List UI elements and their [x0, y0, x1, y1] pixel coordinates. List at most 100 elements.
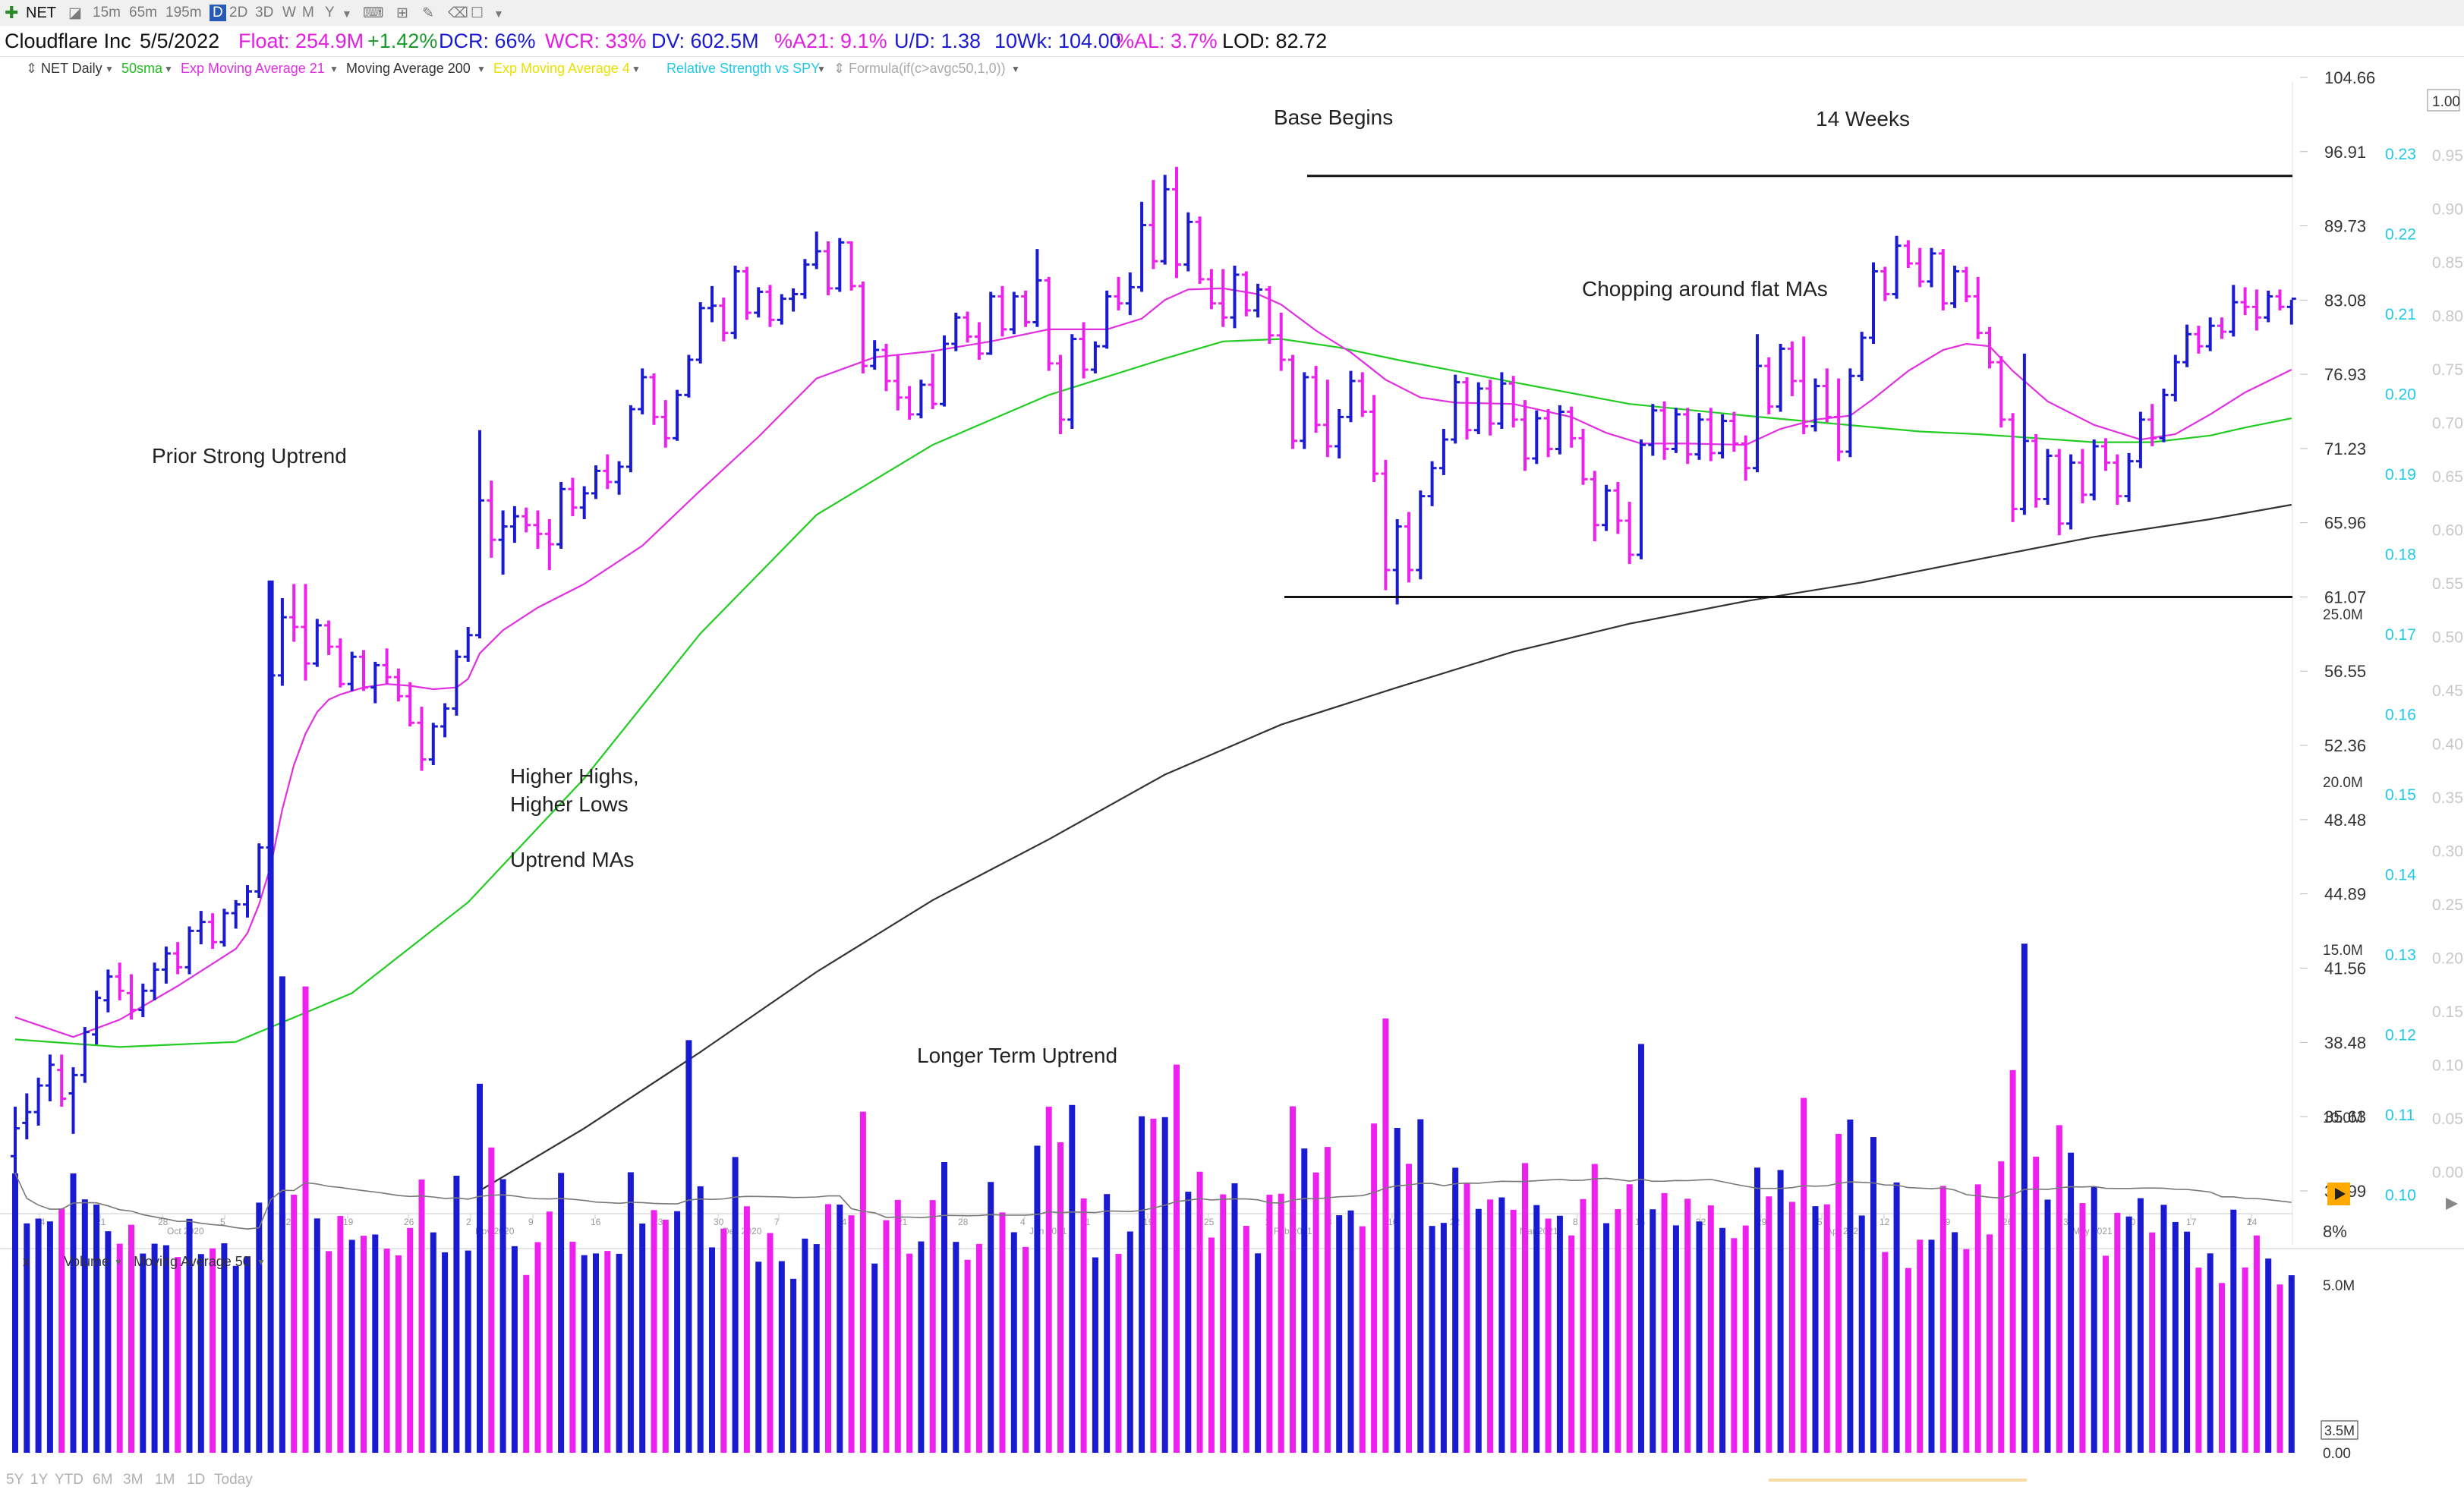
price-bar	[1183, 212, 1193, 272]
volume-close-icon[interactable]: x	[23, 1254, 30, 1269]
rs-gray-tick-label: 0.75	[2432, 361, 2463, 379]
price-bar	[2078, 449, 2087, 504]
price-bar	[1404, 512, 1413, 583]
rs-gray-tick-label: 0.10	[2432, 1057, 2463, 1075]
interval-weekly[interactable]: W	[282, 5, 296, 20]
volume-bar	[1010, 1232, 1017, 1453]
volume-bar	[116, 1243, 123, 1453]
rs-gray-tick-label: 0.20	[2432, 950, 2463, 968]
legend-formula[interactable]: Formula(if(c>avgc50,1,0))	[849, 61, 1006, 76]
chevron-down-icon[interactable]: ▼	[114, 1257, 123, 1268]
legend-ema21[interactable]: Exp Moving Average 21	[181, 61, 325, 76]
volume-bar	[616, 1253, 622, 1453]
range-3m[interactable]: 3M	[123, 1472, 143, 1488]
header-date: 5/5/2022	[140, 30, 220, 52]
range-1y[interactable]: 1Y	[30, 1472, 49, 1488]
chevron-down-icon[interactable]: ▼	[817, 64, 826, 74]
rs-tick-label: 0.15	[2385, 786, 2416, 804]
chart-annotation: Longer Term Uptrend	[917, 1044, 1117, 1067]
chevron-down-icon[interactable]: ▼	[632, 64, 641, 74]
pencil-icon[interactable]: ✎	[422, 5, 434, 21]
volume-bar	[326, 1251, 332, 1453]
price-bar	[1880, 266, 1890, 301]
chevron-down-icon[interactable]: ▼	[1011, 64, 1020, 74]
interval-15m[interactable]: 15m	[93, 5, 121, 20]
keyboard-icon[interactable]: ⌨	[363, 5, 384, 21]
chevron-down-icon[interactable]: ▼	[329, 64, 339, 74]
rs-gray-tick-label: 0.70	[2432, 415, 2463, 433]
volume-label[interactable]: Volume	[64, 1254, 110, 1269]
x-day-label: 26	[404, 1217, 414, 1227]
interval-daily[interactable]: D	[210, 5, 226, 21]
price-bar	[92, 991, 102, 1045]
range-ytd[interactable]: YTD	[55, 1472, 83, 1488]
chevron-down-icon[interactable]: ▼	[493, 8, 504, 20]
volume-bar	[70, 1173, 77, 1453]
volume-bar	[1917, 1239, 1924, 1453]
legend-ma200[interactable]: Moving Average 200	[346, 61, 471, 76]
settings-icon[interactable]: ☐	[471, 5, 484, 21]
price-bar	[1451, 374, 1460, 444]
interval-2d[interactable]: 2D	[229, 5, 248, 20]
range-6m[interactable]: 6M	[93, 1472, 113, 1488]
chart-style-icon[interactable]: ◪	[68, 5, 82, 21]
interval-65m[interactable]: 65m	[129, 5, 157, 20]
range-1d[interactable]: 1D	[187, 1472, 206, 1488]
volume-bar	[1394, 1128, 1401, 1453]
volume-bar	[24, 1223, 30, 1453]
draw-icon[interactable]: ⊞	[396, 5, 408, 21]
volume-bar	[2079, 1203, 2086, 1453]
volume-bar	[1591, 1164, 1598, 1453]
price-bar	[556, 482, 566, 549]
volume-bar	[221, 1243, 228, 1453]
price-bar	[509, 506, 519, 543]
range-1m[interactable]: 1M	[155, 1472, 175, 1488]
range-5y[interactable]: 5Y	[6, 1472, 24, 1488]
legend-ema4[interactable]: Exp Moving Average 4	[493, 61, 630, 76]
interval-195m[interactable]: 195m	[165, 5, 202, 20]
x-month-label: Apr 2021	[1826, 1226, 1864, 1236]
percent-label: 8%	[2323, 1222, 2347, 1241]
price-bar	[382, 648, 392, 685]
interval-3d[interactable]: 3D	[255, 5, 274, 20]
x-day-label: 12	[1880, 1217, 1890, 1227]
volume-ma-label[interactable]: Moving Average 50	[134, 1254, 250, 1269]
plus-icon[interactable]: ✚	[5, 3, 19, 22]
chevron-down-icon[interactable]: ▼	[105, 64, 114, 74]
rs-gray-tick-label: 0.05	[2432, 1110, 2463, 1128]
price-bar	[1265, 285, 1275, 344]
price-bar	[905, 386, 915, 420]
price-bar	[614, 461, 624, 495]
price-tick-label: 71.23	[2324, 439, 2366, 458]
chevron-down-icon[interactable]: ▼	[257, 1257, 266, 1268]
chevron-down-icon[interactable]: ▼	[164, 64, 173, 74]
volume-tick-label: 0.00	[2323, 1446, 2351, 1462]
range-today[interactable]: Today	[214, 1472, 253, 1488]
legend-sma50[interactable]: 50sma	[121, 61, 163, 76]
chevron-down-icon[interactable]: ▼	[477, 64, 486, 74]
chevron-down-icon[interactable]: ▼	[342, 8, 352, 20]
legend-rs[interactable]: Relative Strength vs SPY	[666, 61, 821, 76]
price-bar	[336, 638, 345, 688]
volume-bar	[1963, 1249, 1970, 1453]
price-bar	[1486, 380, 1495, 436]
rs-tick-label: 0.20	[2385, 386, 2416, 404]
price-bar	[1729, 411, 1739, 452]
x-day-label: 30	[714, 1217, 724, 1227]
legend-symbol[interactable]: NET Daily	[41, 61, 102, 76]
price-bar	[951, 313, 961, 351]
price-bar	[2019, 353, 2029, 515]
volume-ma-line	[14, 1173, 2292, 1230]
collapse-icon[interactable]: ⇕	[26, 61, 38, 76]
toolbar-symbol[interactable]: NET	[26, 5, 56, 21]
volume-bar	[1220, 1194, 1227, 1453]
rs-gray-tick-label: 0.00	[2432, 1164, 2463, 1182]
price-bar	[1787, 341, 1797, 397]
interval-monthly[interactable]: M	[302, 5, 314, 20]
volume-bar	[1987, 1234, 1993, 1453]
interval-yearly[interactable]: Y	[325, 5, 335, 20]
eraser-icon[interactable]: ⌫	[448, 5, 468, 21]
price-bar	[1578, 428, 1588, 485]
volume-bar	[348, 1239, 355, 1453]
